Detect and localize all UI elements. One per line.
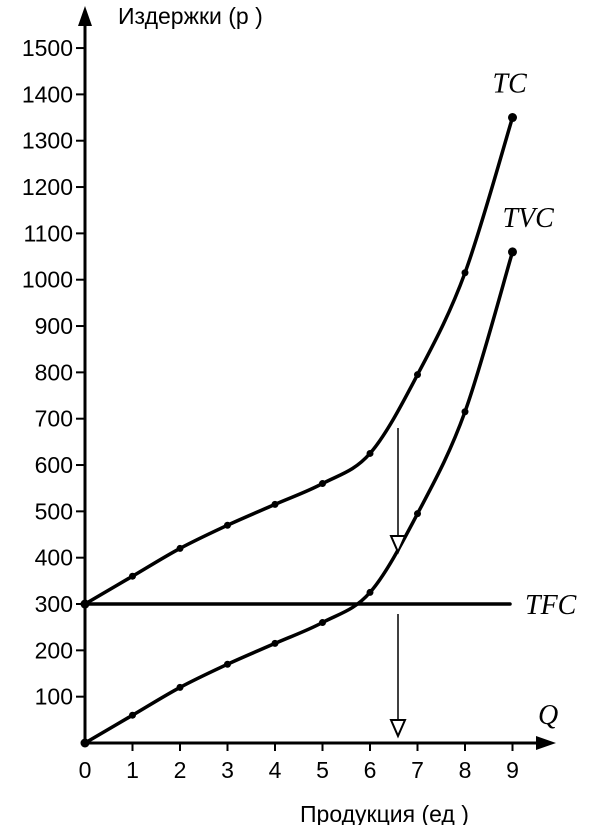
series-tvc-point: [319, 619, 326, 627]
y-tick-label: 700: [35, 406, 73, 432]
series-tvc-point: [80, 738, 90, 748]
series-tvc-point: [461, 408, 469, 416]
guide-arrow-upper-head: [389, 535, 407, 555]
y-ticks: 100 200 300 400 500 600 700 800 900 1000 1100 1200 1…: [22, 35, 85, 710]
x-tick-label: 2: [174, 757, 187, 783]
y-tick-label: 800: [35, 359, 73, 385]
series-tc-point: [129, 572, 136, 580]
y-tick-label: 300: [35, 591, 73, 617]
x-tick-label: 7: [411, 757, 424, 783]
x-ticks: 0 1 2 3 4 5 6 7 8 9: [79, 743, 519, 783]
x-tick-label: 8: [459, 757, 472, 783]
series-tc-point: [461, 269, 469, 277]
y-tick-label: 1000: [22, 267, 73, 293]
series-tc-line: [83, 115, 515, 606]
x-tick-label: 3: [221, 757, 234, 783]
series-tvc-point: [508, 247, 517, 257]
y-tick-label: 1100: [24, 220, 73, 246]
y-tick-label: 100: [35, 684, 73, 710]
series-labels: TC TVC TFC: [493, 69, 577, 621]
series-tvc-point: [366, 588, 374, 596]
x-axis-arrow: [536, 736, 556, 750]
series-layer: [80, 113, 517, 748]
series-tvc-point: [224, 660, 231, 668]
y-tick-label: 600: [35, 452, 73, 478]
series-tvc-point: [414, 510, 421, 518]
x-tick-label: 5: [316, 757, 329, 783]
y-axis-title: Издержки (р ): [118, 3, 263, 29]
series-tc-point: [414, 371, 421, 379]
series-label-tc: TC: [493, 69, 528, 100]
series-tc-point: [366, 449, 374, 457]
x-tick-label: 4: [269, 757, 282, 783]
series-tvc-point: [129, 711, 136, 719]
y-tick-label: 1500: [22, 35, 73, 61]
series-label-tfc: TFC: [525, 590, 577, 621]
x-tick-label: 9: [506, 757, 519, 783]
y-tick-label: 1300: [22, 128, 73, 154]
series-label-tvc: TVC: [503, 203, 555, 234]
series-tc-point: [271, 500, 279, 508]
guide-arrow-lower-head: [389, 719, 407, 739]
y-tick-label: 400: [35, 545, 73, 571]
y-tick-label: 1400: [22, 81, 73, 107]
y-tick-label: 500: [35, 498, 73, 524]
series-tc-point: [508, 113, 517, 123]
series-tvc-line: [83, 250, 515, 745]
x-tick-label: 1: [126, 757, 139, 783]
series-tc-point: [319, 480, 326, 488]
y-tick-label: 200: [35, 637, 73, 663]
guide-arrows: [389, 428, 407, 739]
series-tc-point: [176, 544, 184, 552]
x-tick-label: 6: [364, 757, 377, 783]
x-axis-symbol: Q: [538, 700, 558, 731]
series-tvc-point: [176, 683, 184, 691]
y-tick-label: 900: [35, 313, 73, 339]
y-tick-label: 1200: [22, 174, 73, 200]
series-tc-point: [224, 521, 231, 529]
y-axis-arrow: [78, 6, 92, 26]
x-tick-label: 0: [79, 757, 92, 783]
series-tvc-point: [271, 639, 279, 647]
x-axis-title: Продукция (ед ): [300, 801, 469, 825]
